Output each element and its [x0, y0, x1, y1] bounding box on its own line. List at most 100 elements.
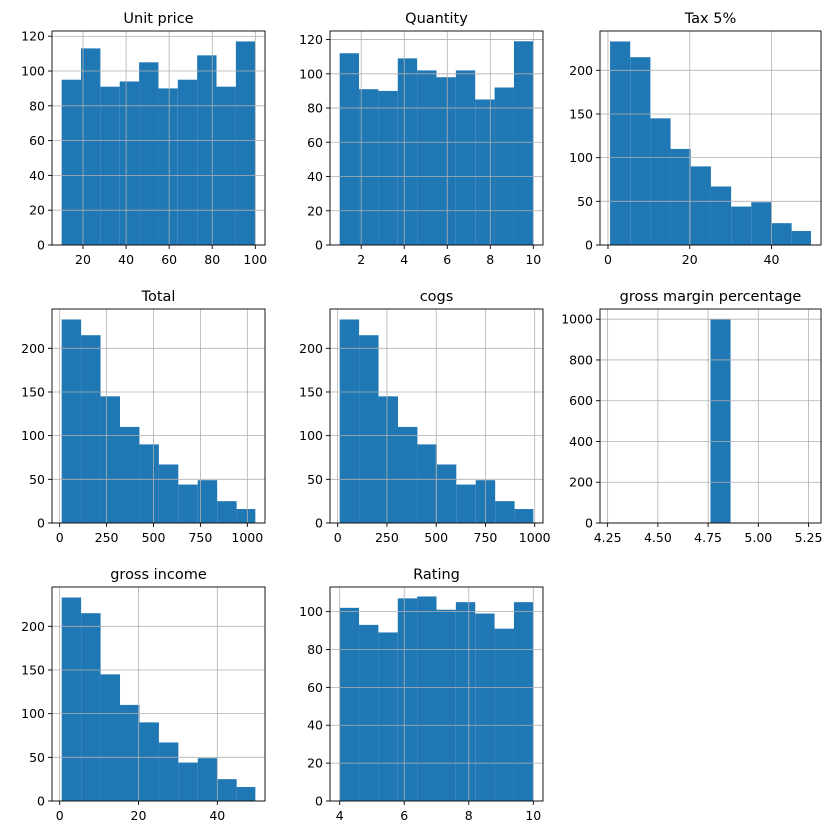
- y-tick-label: 200: [21, 341, 45, 356]
- histogram-bar: [236, 787, 256, 801]
- y-tick-label: 50: [29, 472, 45, 487]
- y-tick-label: 600: [569, 393, 593, 408]
- y-tick-label: 150: [21, 384, 45, 399]
- x-tick-label: 60: [161, 252, 177, 267]
- histogram-bar: [100, 674, 121, 801]
- histogram-bar: [339, 53, 360, 246]
- y-tick-label: 200: [569, 63, 593, 78]
- x-tick-label: 20: [682, 252, 698, 267]
- histogram-bar: [197, 480, 218, 523]
- y-tick-label: 40: [29, 168, 45, 183]
- histogram-bar: [100, 86, 120, 245]
- histogram-bar: [236, 509, 256, 523]
- histogram-bar: [197, 758, 218, 801]
- y-tick-label: 0: [315, 238, 323, 253]
- histogram-bar: [494, 628, 514, 801]
- histogram-bar: [513, 602, 534, 801]
- y-tick-label: 50: [307, 472, 323, 487]
- histogram-bar: [436, 464, 457, 523]
- y-tick-label: 100: [21, 706, 45, 721]
- histogram-bar: [475, 99, 495, 245]
- histogram-bar: [670, 148, 691, 245]
- x-tick-label: 6: [400, 808, 408, 823]
- y-tick-label: 100: [21, 64, 45, 79]
- axes-frame: [329, 586, 544, 802]
- x-tick-label: 4.50: [644, 530, 672, 545]
- y-tick-label: 50: [29, 750, 45, 765]
- y-tick-label: 40: [307, 169, 323, 184]
- y-tick-label: 0: [37, 794, 45, 809]
- y-tick-label: 0: [315, 516, 323, 531]
- histogram-bar: [690, 166, 711, 245]
- x-tick-label: 500: [424, 530, 448, 545]
- histogram-bar: [139, 62, 159, 245]
- x-tick-label: 20: [131, 808, 147, 823]
- histogram-bar: [710, 186, 732, 245]
- x-tick-label: 10: [525, 808, 541, 823]
- x-tick-label: 750: [474, 530, 498, 545]
- x-tick-label: 0: [56, 808, 64, 823]
- y-tick-label: 0: [315, 794, 323, 809]
- histogram-bar: [455, 602, 476, 801]
- histogram-bar: [235, 41, 256, 245]
- histogram-bar: [436, 609, 456, 801]
- histogram-bar: [61, 597, 82, 801]
- histogram-panel: 0 20 40 0 50 100 150 200 Tax 5%: [569, 11, 822, 267]
- panel-title: gross margin percentage: [620, 289, 802, 305]
- x-tick-label: 0: [56, 530, 64, 545]
- x-tick-label: 1000: [519, 530, 551, 545]
- y-tick-label: 120: [21, 29, 45, 44]
- y-tick-label: 150: [21, 662, 45, 677]
- histogram-bar: [139, 444, 159, 523]
- x-tick-label: 8: [486, 252, 494, 267]
- histogram-bar: [397, 598, 418, 801]
- histogram-bar: [177, 79, 198, 245]
- histogram-bar: [81, 613, 101, 801]
- histogram-bar: [139, 722, 159, 801]
- y-tick-label: 150: [569, 106, 593, 121]
- histogram-bar: [158, 742, 179, 801]
- histogram-bar: [731, 206, 752, 245]
- x-tick-label: 5.25: [795, 530, 823, 545]
- histogram-bar: [610, 41, 631, 246]
- histogram-bar: [217, 779, 237, 801]
- histogram-bar: [650, 118, 671, 245]
- histogram-bar: [61, 319, 82, 523]
- histogram-bar: [417, 70, 437, 245]
- x-tick-label: 5.00: [744, 530, 772, 545]
- panel-title: Rating: [413, 567, 460, 583]
- histogram-bar: [120, 704, 140, 801]
- y-tick-label: 1000: [561, 312, 593, 327]
- histogram-bar: [359, 335, 379, 523]
- panel-title: gross income: [110, 567, 207, 583]
- x-tick-label: 500: [142, 530, 166, 545]
- histogram-bar: [359, 624, 379, 801]
- x-tick-label: 250: [375, 530, 399, 545]
- histogram-bar: [630, 57, 651, 245]
- histogram-panel: 4.25 4.50 4.75 5.00 5.25 0 200 400 600 800 1000 gro…: [561, 289, 822, 545]
- histogram-bar: [339, 607, 360, 801]
- histogram-panel: 0 250 500 750 1000 0 50 100 150 200 Total: [21, 289, 266, 545]
- histogram-bar: [514, 509, 534, 523]
- histogram-bar: [378, 90, 398, 245]
- y-tick-label: 60: [29, 133, 45, 148]
- histogram-bar: [513, 41, 534, 245]
- histogram-panel: 0 250 500 750 1000 0 50 100 150 200 cogs: [299, 289, 551, 545]
- y-tick-label: 60: [307, 135, 323, 150]
- y-tick-label: 50: [577, 194, 593, 209]
- y-tick-label: 100: [21, 428, 45, 443]
- histogram-bar: [397, 58, 418, 245]
- x-tick-label: 10: [525, 252, 541, 267]
- y-tick-label: 100: [299, 604, 323, 619]
- histogram-bar: [475, 613, 495, 801]
- panel-title: cogs: [420, 289, 454, 305]
- x-tick-label: 40: [209, 808, 225, 823]
- histogram-bar: [417, 596, 437, 801]
- axes-frame: [51, 30, 266, 246]
- histogram-bar: [119, 81, 140, 245]
- y-tick-label: 120: [299, 32, 323, 47]
- y-tick-label: 200: [299, 341, 323, 356]
